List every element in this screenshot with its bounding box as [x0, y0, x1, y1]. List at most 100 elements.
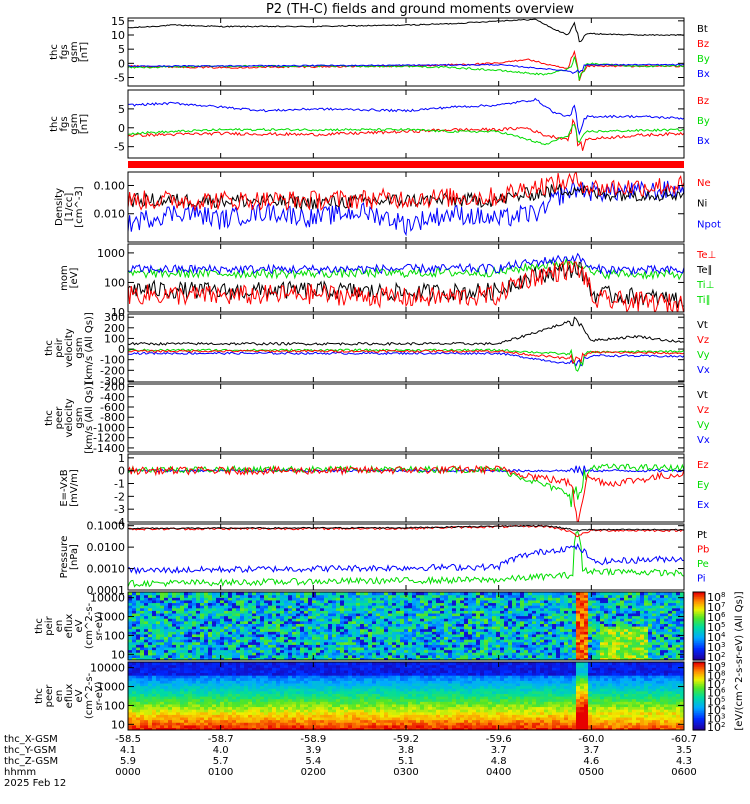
y-axis-label: [nT] [79, 42, 90, 62]
colorbar-tick: 102 [707, 721, 725, 734]
legend-entry: Vt [697, 390, 708, 401]
y-tick-label: 1 [118, 452, 125, 465]
y-tick-label: -5 [114, 141, 125, 154]
legend-entry: Ti⊥ [696, 280, 714, 291]
panel-pressure: 0.10000.01000.00100.0001Pressure[nPa]PtP… [59, 520, 709, 597]
series-Ez [128, 466, 684, 526]
legend-entry: Bx [697, 136, 710, 147]
series-group [128, 19, 684, 81]
y-tick-label: -3 [114, 503, 125, 516]
legend-entry: Pt [697, 530, 707, 541]
y-tick-label: 0.100 [94, 179, 126, 192]
orbit-value: 5.4 [305, 756, 321, 767]
y-tick-label: 0 [118, 57, 125, 70]
legend-entry: Vt [697, 320, 708, 331]
y-tick-label: 10000 [90, 592, 125, 605]
legend-entry: Bz [697, 39, 709, 50]
legend-entry: Vy [697, 420, 710, 431]
y-axis-label: sr-eV) [94, 681, 105, 710]
orbit-value: 5.7 [213, 756, 229, 767]
series-group [128, 172, 684, 235]
y-axis-label: [km/s (All Qs)] [84, 312, 95, 384]
y-axis-label: [nT] [79, 114, 90, 134]
orbit-value: 5.1 [398, 756, 414, 767]
orbit-footer: thc_X-GSM-58.5-58.7-58.9-59.2-59.6-60.0-… [4, 734, 697, 789]
quality-flag-bar [128, 161, 684, 168]
legend-entry: Vy [697, 350, 710, 361]
legend-entry: Bt [697, 24, 708, 35]
series-Bx [128, 99, 684, 134]
legend-entry: Ez [697, 460, 709, 471]
series-Bz [128, 120, 684, 151]
legend-entry: Pi [697, 574, 706, 585]
orbit-label: thc_X-GSM [4, 734, 58, 745]
legend-entry: Npot [697, 219, 721, 230]
orbit-value: -59.6 [486, 734, 512, 745]
series-Vz [128, 350, 684, 363]
orbit-value: 3.8 [398, 745, 414, 756]
y-tick-label: 5 [118, 103, 125, 116]
panel-frame [128, 524, 684, 590]
series-Ti⊥ [128, 254, 684, 274]
date-label: 2025 Feb 12 [4, 778, 66, 789]
legend-entry: Vx [697, 365, 710, 376]
orbit-value: -58.7 [208, 734, 234, 745]
panel-frame [128, 454, 684, 522]
y-tick-label: 10 [111, 29, 125, 42]
series-By [128, 57, 684, 81]
orbit-value: 3.9 [305, 745, 321, 756]
series-group [128, 317, 684, 371]
orbit-value: 4.6 [583, 756, 599, 767]
orbit-label: thc_Z-GSM [4, 756, 58, 767]
legend-entry: By [697, 54, 710, 65]
y-tick-label: 0.010 [94, 208, 126, 221]
series-group [128, 254, 684, 315]
orbit-value: -58.5 [115, 734, 141, 745]
y-tick-label: -2 [114, 490, 125, 503]
legend-entry: Ey [697, 480, 709, 491]
legend-entry: Ti∥ [696, 295, 711, 306]
series-group [128, 525, 684, 586]
y-tick-label: 0.0100 [87, 541, 126, 554]
orbit-value: -60.7 [671, 734, 697, 745]
legend-entry: By [697, 116, 710, 127]
y-tick-label: 0 [118, 465, 125, 478]
orbit-label: hhmm [4, 767, 36, 778]
orbit-value: 4.1 [120, 745, 136, 756]
colorbar-label: [eV/(cm^2-s-sr-eV) (All Qs)] [734, 591, 745, 730]
y-tick-label: 100 [104, 629, 125, 642]
spectrogram-ion-spectrogram [128, 592, 685, 661]
y-tick-label: 5 [118, 43, 125, 56]
orbit-value: 3.7 [491, 745, 507, 756]
legend-entry: Ni [697, 199, 707, 210]
orbit-value: 4.0 [213, 745, 229, 756]
panel-frame [128, 18, 684, 86]
orbit-value: 4.8 [491, 756, 507, 767]
series-Ne [128, 172, 684, 210]
x-tick-label: 0500 [579, 767, 604, 778]
y-tick-label: 10 [111, 718, 125, 731]
y-tick-label: 100 [104, 276, 125, 289]
legend-entry: Ex [697, 500, 709, 511]
x-tick-label: 0100 [208, 767, 233, 778]
orbit-value: 5.9 [120, 756, 136, 767]
panel-frame [128, 90, 684, 158]
y-axis-label: [nPa] [69, 544, 80, 570]
orbit-value: -60.0 [578, 734, 604, 745]
legend-entry: Pb [697, 545, 709, 556]
series-group [128, 99, 684, 151]
legend-entry: Bz [697, 96, 709, 107]
legend-entry: Te∥ [696, 265, 713, 276]
orbit-label: thc_Y-GSM [4, 745, 56, 756]
orbit-value: 3.7 [583, 745, 599, 756]
